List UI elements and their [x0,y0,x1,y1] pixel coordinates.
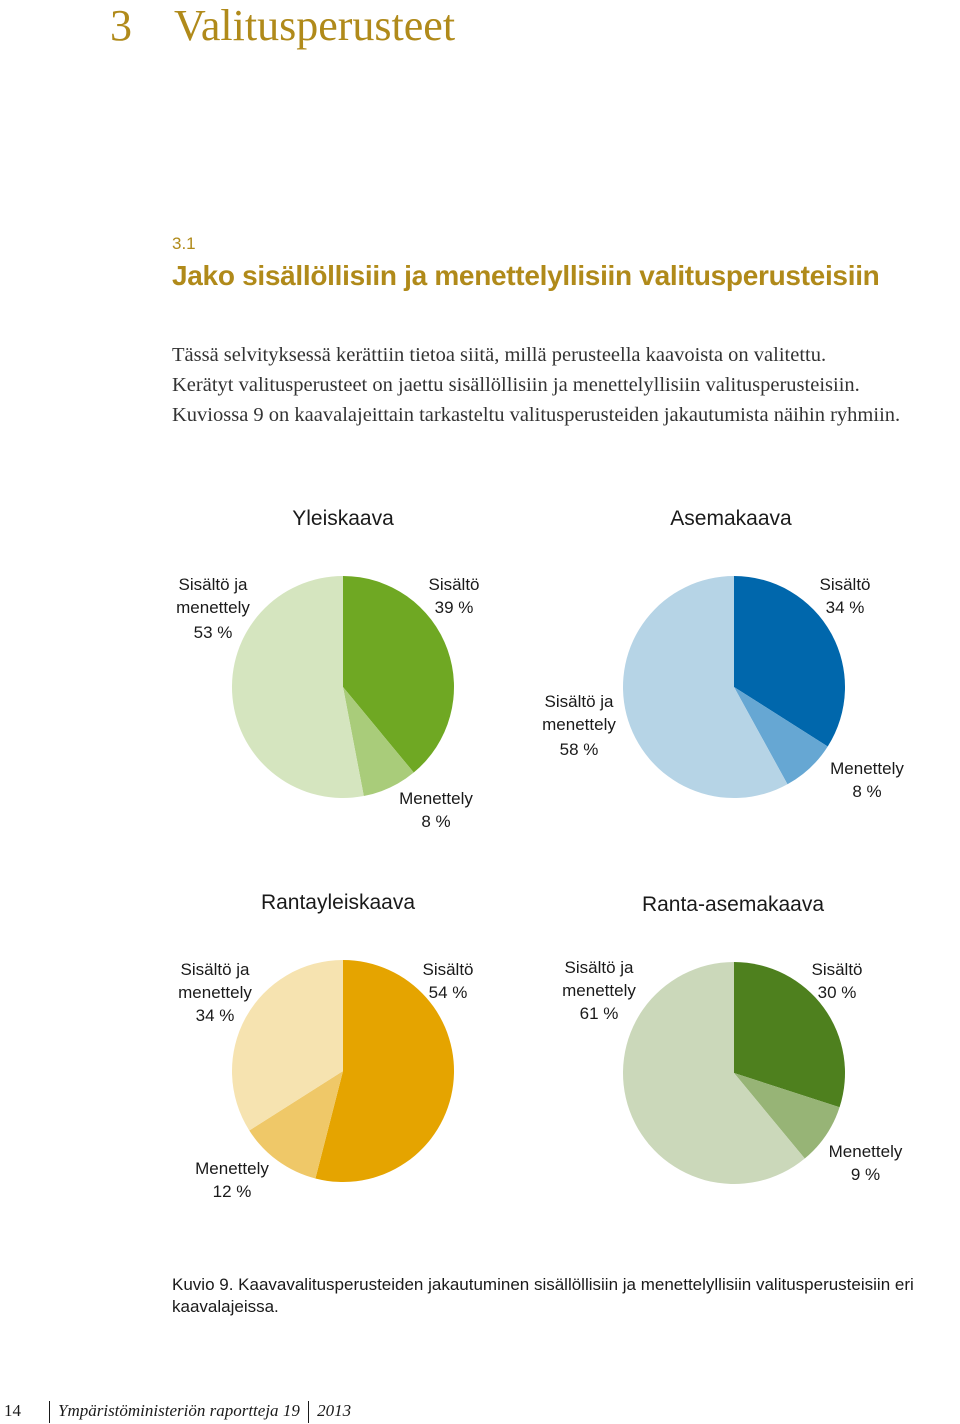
slice-label-text: Sisältö ja menettely [542,692,616,734]
chapter-heading: 3 Valitusperusteet [110,0,455,51]
pie-yleiskaava [231,576,454,798]
slice-label-both: Sisältö ja menettely 61 % [554,956,644,1025]
intro-paragraph: Tässä selvityksessä kerättiin tietoa sii… [172,340,957,430]
slice-value: 34 % [195,1006,235,1025]
pie-slice-content [315,959,455,1182]
pie-slice-content [734,962,846,1108]
slice-label-text: Sisältö ja menettely [562,958,636,1000]
chart-title-ranta-asemakaava: Ranta-asemakaava [641,893,825,916]
slice-label-text: Menettely [828,1142,903,1161]
pie-slice-procedure [734,687,828,785]
slice-label-text: Sisältö [422,960,474,979]
series-year: 2013 [317,1401,352,1420]
pie-ranta-asemakaava [622,961,846,1184]
slice-label-both: Sisältö ja menettely 58 % [534,690,624,761]
slice-value: 8 % [421,812,451,831]
slice-value: 39 % [434,598,474,617]
slice-value: 34 % [825,598,865,617]
section-title: Jako sisällöllisiin ja menettelyllisiin … [172,260,880,291]
slice-value: 12 % [212,1182,252,1201]
chart-title-asemakaava: Asemakaava [670,507,792,530]
slice-value: 30 % [817,983,857,1002]
pie-asemakaava [622,576,846,798]
pie-slice-procedure [343,687,414,797]
slice-value: 53 % [193,623,233,642]
pie-rantayleiskaava [231,959,455,1182]
slice-label-both: Sisältö ja menettely 53 % [168,573,258,644]
slice-label-text: Sisältö [428,575,480,594]
slice-label-procedure: Menettely 8 % [822,757,912,803]
slice-label-text: Sisältö [811,960,863,979]
pie-slice-content [343,576,454,773]
section-number: 3.1 [172,234,196,253]
slice-label-both: Sisältö ja menettely 34 % [170,958,260,1027]
slice-value: 61 % [579,1004,619,1023]
slice-label-content: Sisältö 30 % [797,958,877,1004]
intro-line: Kerätyt valitusperusteet on jaettu sisäl… [172,374,860,396]
pie-slice-content-and-procedure [622,961,805,1184]
slice-label-text: Menettely [830,759,904,778]
page-number: 14 [4,1401,21,1420]
pie-slice-content-and-procedure [231,576,364,798]
footer-divider [49,1401,50,1424]
pie-slice-content-and-procedure [622,576,788,798]
slice-label-text: Sisältö ja menettely [178,960,252,1002]
slice-label-content: Sisältö 54 % [408,958,488,1004]
slice-value: 54 % [428,983,468,1002]
slice-label-text: Menettely [399,789,473,808]
slice-label-content: Sisältö 34 % [805,573,885,619]
series-name: Ympäristöministeriön raportteja [58,1401,279,1420]
slice-value: 9 % [850,1165,881,1184]
slice-label-text: Sisältö [819,575,871,594]
intro-line: Kuviossa 9 on kaavalajeittain tarkastelt… [172,404,901,426]
intro-line: Tässä selvityksessä kerättiin tietoa sii… [172,344,827,366]
footer-divider [308,1401,310,1424]
pie-slice-procedure [249,1071,343,1179]
chapter-title: Valitusperusteet [174,1,456,50]
series-issue: 19 [282,1401,300,1420]
slice-label-procedure: Menettely 8 % [391,787,481,833]
slice-value: 58 % [559,740,599,759]
chart-title-rantayleiskaava: Rantayleiskaava [260,891,416,914]
slice-label-content: Sisältö 39 % [414,573,494,619]
chart-title-yleiskaava: Yleiskaava [292,507,394,530]
page-footer: 14 Ympäristöministeriön raportteja 19 201… [0,1401,352,1424]
chapter-number: 3 [110,1,132,50]
slice-label-text: Menettely [195,1159,269,1178]
slice-value: 8 % [852,782,882,801]
slice-label-text: Sisältö ja menettely [176,575,250,617]
figure-caption: Kuvio 9. Kaavavalitusperusteiden jakautu… [172,1275,914,1316]
slice-label-procedure: Menettely 9 % [818,1140,913,1186]
pie-slice-procedure [734,1073,840,1159]
pie-slice-content-and-procedure [231,960,343,1131]
slice-label-procedure: Menettely 12 % [187,1157,277,1203]
pie-slice-content [734,576,846,747]
